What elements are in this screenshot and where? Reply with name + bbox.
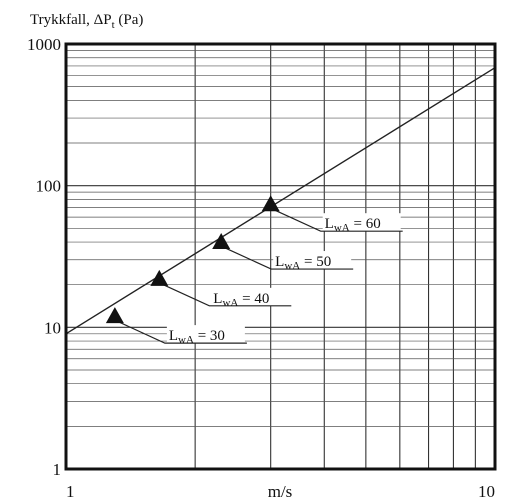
sound-level-label: LwA = 60 bbox=[325, 216, 381, 234]
triangle-marker bbox=[261, 195, 280, 212]
sound-level-label: LwA = 50 bbox=[275, 254, 331, 272]
y-tick-label: 100 bbox=[36, 177, 62, 196]
leader-line bbox=[222, 246, 354, 270]
triangle-marker bbox=[212, 233, 231, 250]
y-tick-label: 1000 bbox=[27, 35, 61, 54]
label-background bbox=[166, 325, 245, 344]
marker-layer: LwA = 30 LwA = 40 LwA = 50 LwA = 60 bbox=[105, 195, 403, 346]
y-tick-label: 1 bbox=[53, 460, 62, 479]
y-axis-title-main: Trykkfall, ΔP bbox=[30, 12, 112, 28]
sound-level-marker: LwA = 50 bbox=[212, 233, 354, 272]
triangle-marker bbox=[105, 307, 124, 324]
curve-layer bbox=[65, 67, 496, 335]
label-background bbox=[211, 287, 290, 306]
tick-layer: 1 10 100 1000 1 10 bbox=[27, 35, 495, 499]
plot-frame bbox=[64, 42, 497, 471]
y-tick-label: 10 bbox=[44, 318, 61, 337]
sound-level-label: LwA = 40 bbox=[213, 291, 269, 309]
leader-line bbox=[272, 208, 403, 232]
triangle-marker bbox=[150, 269, 169, 286]
x-tick-label: 10 bbox=[478, 482, 495, 499]
x-axis-title: m/s bbox=[268, 482, 293, 499]
series-line bbox=[65, 67, 496, 335]
sound-level-marker: LwA = 30 bbox=[105, 307, 247, 346]
leader-line bbox=[116, 320, 247, 344]
y-axis-title: Trykkfall, ΔPt (Pa) bbox=[30, 12, 143, 31]
label-background bbox=[273, 251, 352, 270]
leader-line bbox=[161, 283, 292, 307]
sound-level-marker: LwA = 40 bbox=[150, 269, 292, 309]
sound-level-label: LwA = 30 bbox=[169, 328, 225, 346]
label-background bbox=[322, 213, 401, 232]
x-tick-label: 1 bbox=[66, 482, 75, 499]
sound-level-marker: LwA = 60 bbox=[261, 195, 403, 234]
y-axis-title-sub: t bbox=[112, 19, 115, 31]
y-axis-title-unit: (Pa) bbox=[115, 12, 144, 28]
